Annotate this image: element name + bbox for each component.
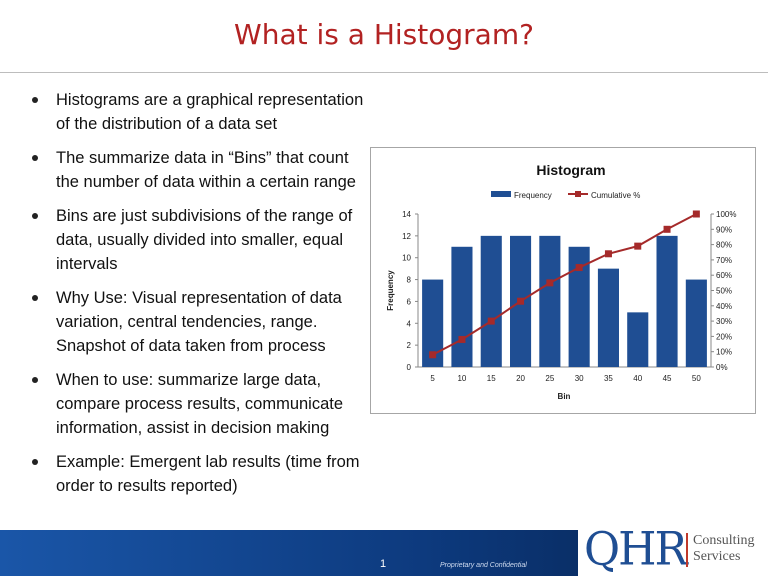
cumulative-point	[429, 351, 437, 359]
qhr-logo: QHR	[584, 522, 688, 577]
bullet-dot-icon	[32, 97, 38, 103]
x-tick-label: 15	[487, 374, 496, 383]
y-tick-label: 8	[407, 276, 412, 285]
histogram-bar	[480, 235, 502, 367]
y2-tick-label: 90%	[716, 225, 732, 234]
bullet-item: Histograms are a graphical representatio…	[30, 88, 370, 136]
y-tick-label: 6	[407, 297, 412, 306]
confidential-notice: Proprietary and Confidential	[440, 562, 527, 569]
cumulative-point	[517, 297, 525, 305]
bullet-dot-icon	[32, 377, 38, 383]
bullet-dot-icon	[32, 295, 38, 301]
title-divider	[0, 72, 768, 73]
y2-tick-label: 40%	[716, 302, 732, 311]
legend-frequency-label: Frequency	[514, 191, 552, 200]
legend-frequency-swatch	[491, 191, 511, 197]
cumulative-point	[575, 264, 583, 272]
y-tick-label: 0	[407, 363, 412, 372]
cumulative-point	[634, 242, 642, 250]
histogram-bar	[656, 235, 678, 367]
histogram-bar	[627, 312, 649, 367]
x-tick-label: 5	[430, 374, 435, 383]
cumulative-point	[604, 250, 612, 258]
x-tick-label: 40	[633, 374, 642, 383]
bullet-item: The summarize data in “Bins” that count …	[30, 146, 370, 194]
bullet-item: Why Use: Visual representation of data v…	[30, 286, 370, 358]
y2-tick-label: 0%	[716, 363, 728, 372]
legend-cumulative-label: Cumulative %	[591, 191, 640, 200]
cumulative-line	[432, 213, 697, 356]
y-tick-label: 10	[402, 254, 411, 263]
bullet-text: Bins are just subdivisions of the range …	[56, 207, 353, 273]
y2-tick-label: 60%	[716, 271, 732, 280]
chart-title: Histogram	[536, 162, 605, 178]
bullet-item: Example: Emergent lab results (time from…	[30, 450, 370, 498]
bullet-item: When to use: summarize large data, compa…	[30, 368, 370, 440]
y2-tick-label: 20%	[716, 332, 732, 341]
page-number: 1	[380, 558, 387, 570]
x-tick-label: 30	[575, 374, 584, 383]
histogram-bar	[597, 268, 619, 367]
logo-background	[578, 524, 768, 576]
histogram-bar	[685, 279, 707, 367]
y-tick-label: 2	[407, 341, 412, 350]
histogram-chart: Histogram Frequency Cumulative % 0 2 4 6 8 10 12 1…	[370, 147, 756, 414]
x-tick-label: 20	[516, 374, 525, 383]
bullet-list: Histograms are a graphical representatio…	[30, 88, 370, 508]
histogram-bar	[568, 246, 590, 367]
bullet-text: When to use: summarize large data, compa…	[56, 371, 344, 437]
y-axis-label: Frequency	[386, 270, 395, 311]
cumulative-point	[487, 317, 495, 325]
slide-title: What is a Histogram?	[234, 18, 534, 51]
bullet-text: Why Use: Visual representation of data v…	[56, 289, 342, 355]
logo-line-services: Services	[693, 549, 741, 564]
x-tick-label: 35	[604, 374, 613, 383]
x-tick-label: 45	[663, 374, 672, 383]
y-tick-label: 14	[402, 210, 411, 219]
cumulative-point	[458, 335, 466, 343]
y-tick-label: 12	[402, 232, 411, 241]
bullet-text: The summarize data in “Bins” that count …	[56, 149, 356, 191]
y-tick-label: 4	[407, 319, 412, 328]
bullet-item: Bins are just subdivisions of the range …	[30, 204, 370, 276]
histogram-bar	[539, 235, 561, 367]
histogram-bar	[422, 279, 444, 367]
bullet-dot-icon	[32, 459, 38, 465]
x-tick-label: 10	[457, 374, 466, 383]
x-tick-label: 50	[692, 374, 701, 383]
logo-line-consulting: Consulting	[693, 533, 755, 548]
bullet-text: Example: Emergent lab results (time from…	[56, 453, 360, 495]
legend-cumulative-marker	[575, 191, 581, 197]
logo-subtitle: Consulting Services	[693, 533, 754, 565]
x-axis-label: Bin	[558, 392, 571, 401]
bullet-text: Histograms are a graphical representatio…	[56, 91, 364, 133]
cumulative-point	[546, 279, 554, 287]
histogram-bar	[451, 246, 473, 367]
y2-tick-label: 100%	[716, 210, 736, 219]
y2-tick-label: 70%	[716, 256, 732, 265]
y2-tick-label: 30%	[716, 317, 732, 326]
logo-divider	[686, 533, 688, 567]
y2-tick-label: 50%	[716, 287, 732, 296]
cumulative-point	[692, 210, 700, 218]
cumulative-point	[663, 225, 671, 233]
y2-tick-label: 80%	[716, 241, 732, 250]
x-tick-label: 25	[545, 374, 554, 383]
y2-tick-label: 10%	[716, 348, 732, 357]
bullet-dot-icon	[32, 213, 38, 219]
chart-canvas: Histogram Frequency Cumulative % 0 2 4 6 8 10 12 1…	[386, 162, 736, 401]
bullet-dot-icon	[32, 155, 38, 161]
